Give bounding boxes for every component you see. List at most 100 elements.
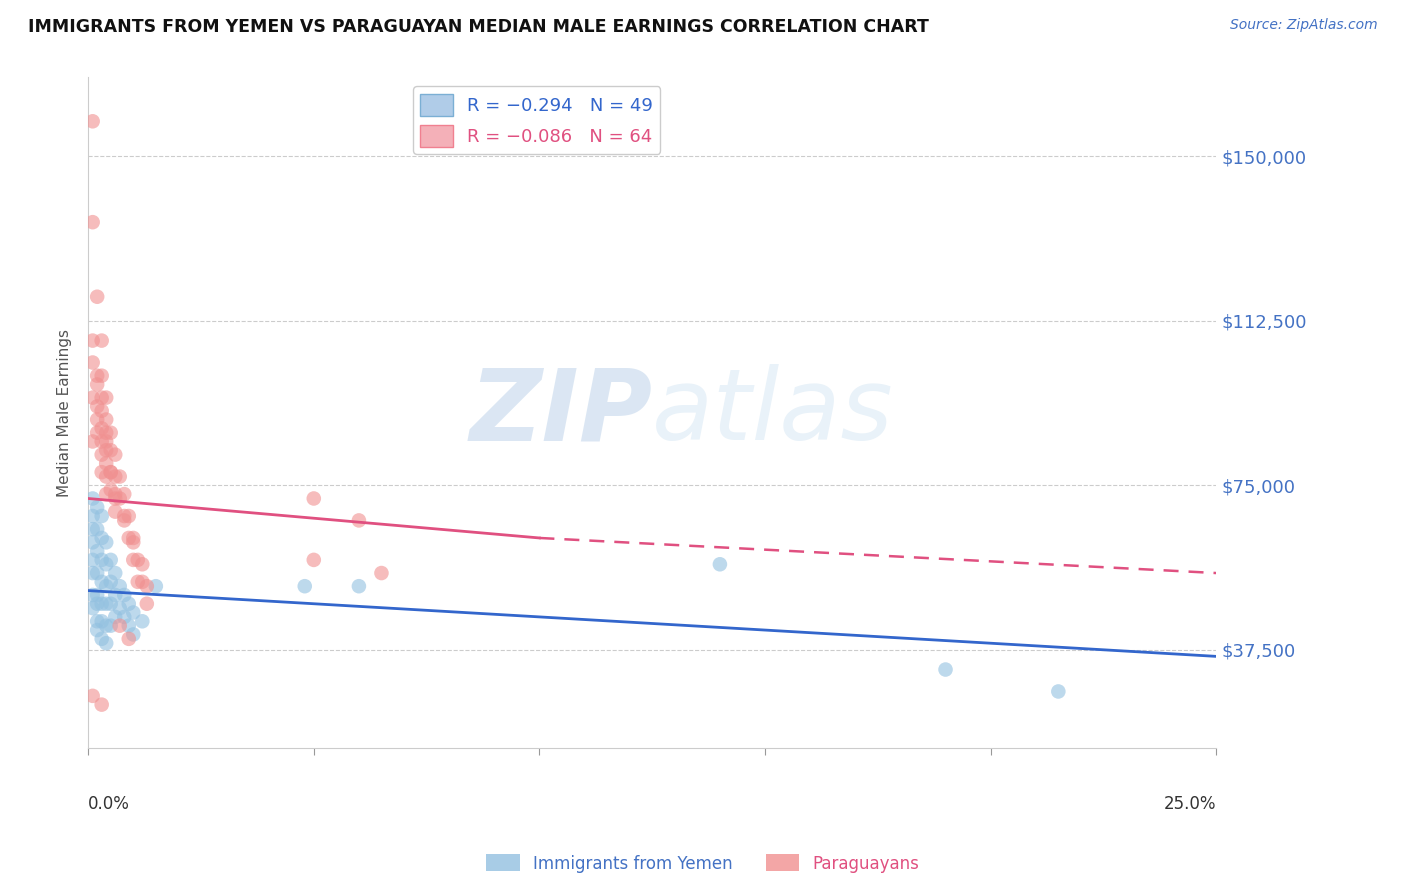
- Point: [104, 610, 127, 624]
- Point: [96, 636, 118, 650]
- Point: [86, 544, 108, 558]
- Point: [96, 558, 118, 572]
- Point: [90, 597, 112, 611]
- Point: [86, 597, 108, 611]
- Point: [100, 465, 122, 479]
- Point: [370, 566, 392, 580]
- Point: [122, 531, 145, 545]
- Text: 0.0%: 0.0%: [89, 796, 129, 814]
- Point: [86, 623, 108, 637]
- Point: [118, 531, 141, 545]
- Point: [100, 443, 122, 458]
- Point: [100, 425, 122, 440]
- Point: [118, 509, 141, 524]
- Point: [347, 579, 370, 593]
- Point: [100, 597, 122, 611]
- Point: [86, 368, 108, 383]
- Point: [104, 448, 127, 462]
- Point: [90, 334, 112, 348]
- Text: IMMIGRANTS FROM YEMEN VS PARAGUAYAN MEDIAN MALE EARNINGS CORRELATION CHART: IMMIGRANTS FROM YEMEN VS PARAGUAYAN MEDI…: [28, 18, 929, 36]
- Point: [96, 579, 118, 593]
- Point: [86, 412, 108, 426]
- Point: [96, 425, 118, 440]
- Point: [96, 434, 118, 449]
- Text: Source: ZipAtlas.com: Source: ZipAtlas.com: [1230, 18, 1378, 32]
- Point: [96, 487, 118, 501]
- Point: [86, 522, 108, 536]
- Point: [90, 404, 112, 418]
- Point: [302, 491, 325, 506]
- Point: [86, 566, 108, 580]
- Point: [82, 522, 104, 536]
- Point: [90, 448, 112, 462]
- Text: atlas: atlas: [652, 365, 894, 461]
- Point: [131, 558, 153, 572]
- Point: [86, 500, 108, 515]
- Point: [108, 618, 131, 632]
- Point: [112, 509, 135, 524]
- Point: [104, 469, 127, 483]
- Point: [108, 579, 131, 593]
- Point: [90, 434, 112, 449]
- Point: [82, 588, 104, 602]
- Point: [90, 509, 112, 524]
- Point: [90, 421, 112, 435]
- Point: [127, 553, 149, 567]
- Point: [82, 566, 104, 580]
- Point: [90, 574, 112, 589]
- Point: [96, 597, 118, 611]
- Point: [131, 574, 153, 589]
- Point: [82, 601, 104, 615]
- Point: [131, 615, 153, 629]
- Point: [86, 588, 108, 602]
- Point: [112, 487, 135, 501]
- Point: [90, 465, 112, 479]
- Point: [96, 535, 118, 549]
- Point: [100, 465, 122, 479]
- Point: [82, 689, 104, 703]
- Point: [104, 588, 127, 602]
- Point: [118, 632, 141, 646]
- Point: [122, 535, 145, 549]
- Point: [86, 425, 108, 440]
- Point: [96, 391, 118, 405]
- Point: [90, 531, 112, 545]
- Point: [135, 597, 157, 611]
- Point: [86, 615, 108, 629]
- Point: [112, 513, 135, 527]
- Point: [82, 434, 104, 449]
- Point: [82, 334, 104, 348]
- Point: [709, 558, 731, 572]
- Point: [82, 509, 104, 524]
- Point: [82, 491, 104, 506]
- Point: [82, 553, 104, 567]
- Point: [96, 412, 118, 426]
- Point: [86, 400, 108, 414]
- Point: [118, 618, 141, 632]
- Point: [96, 443, 118, 458]
- Point: [122, 553, 145, 567]
- Point: [100, 483, 122, 497]
- Point: [82, 535, 104, 549]
- Point: [82, 391, 104, 405]
- Point: [104, 505, 127, 519]
- Point: [347, 513, 370, 527]
- Point: [100, 618, 122, 632]
- Point: [90, 553, 112, 567]
- Point: [118, 597, 141, 611]
- Legend: R = −0.294   N = 49, R = −0.086   N = 64: R = −0.294 N = 49, R = −0.086 N = 64: [413, 87, 661, 154]
- Point: [112, 610, 135, 624]
- Point: [82, 355, 104, 369]
- Point: [122, 606, 145, 620]
- Point: [100, 553, 122, 567]
- Point: [104, 566, 127, 580]
- Point: [104, 491, 127, 506]
- Text: 25.0%: 25.0%: [1164, 796, 1216, 814]
- Point: [90, 368, 112, 383]
- Point: [82, 215, 104, 229]
- Point: [112, 588, 135, 602]
- Point: [96, 469, 118, 483]
- Text: ZIP: ZIP: [470, 365, 652, 461]
- Point: [104, 487, 127, 501]
- Point: [86, 377, 108, 392]
